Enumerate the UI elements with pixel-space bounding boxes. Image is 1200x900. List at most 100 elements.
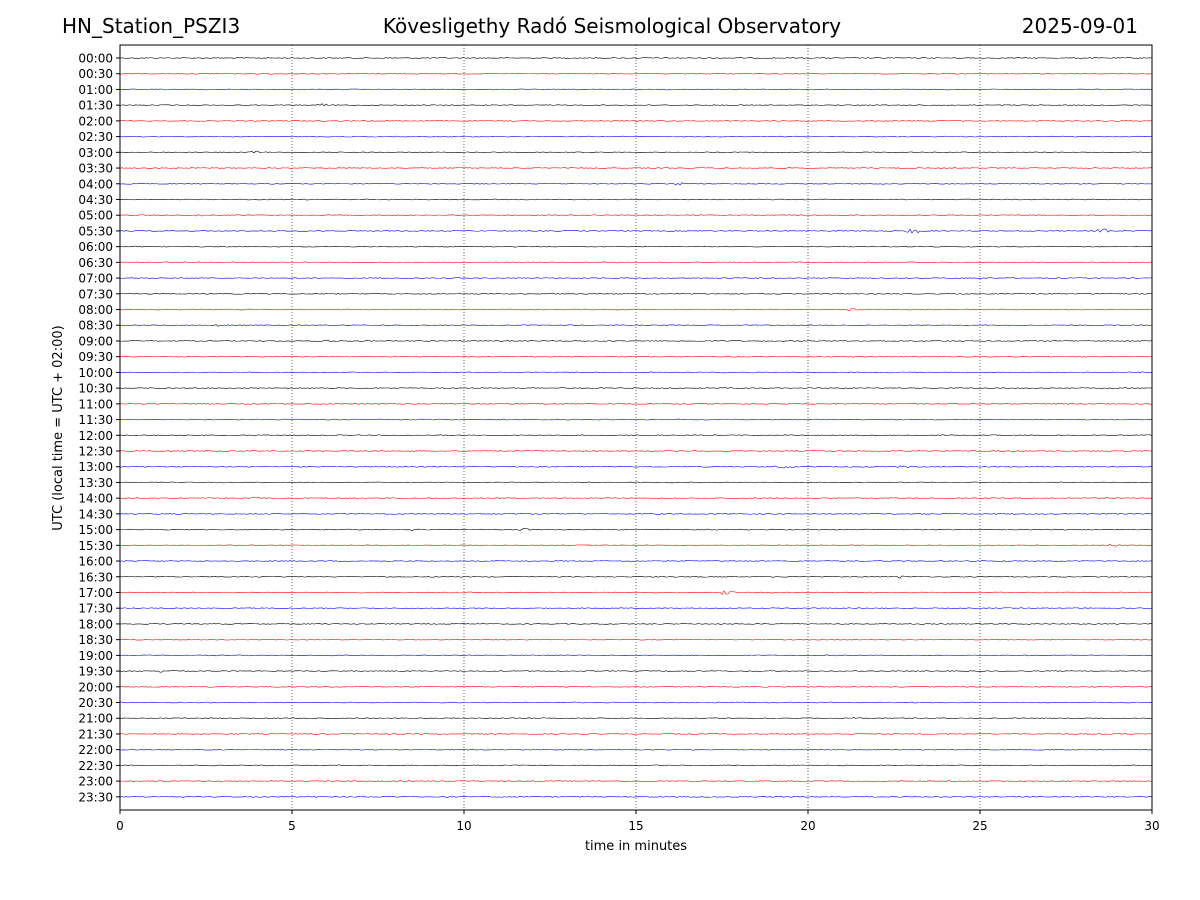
y-tick-label: 10:30 <box>78 382 113 396</box>
trace-2000 <box>119 686 1153 688</box>
y-tick-label: 00:00 <box>78 52 113 66</box>
trace-1530 <box>119 543 1153 547</box>
x-tick-label: 5 <box>288 819 296 833</box>
trace-0300 <box>119 150 1153 154</box>
x-axis-ticks: 0 5 10 15 20 25 30 <box>116 810 1160 833</box>
y-tick-label: 19:30 <box>78 665 113 679</box>
y-tick-label: 13:30 <box>78 476 113 490</box>
y-tick-label: 07:00 <box>78 272 113 286</box>
y-tick-label: 05:00 <box>78 209 113 223</box>
y-tick-label: 16:00 <box>78 555 113 569</box>
trace-1630 <box>119 575 1153 579</box>
trace-0100 <box>119 88 1153 91</box>
y-tick-label: 22:00 <box>78 743 113 757</box>
y-tick-label: 09:30 <box>78 350 113 364</box>
y-tick-label: 14:00 <box>78 492 113 506</box>
trace-2200 <box>119 748 1153 751</box>
trace-2100 <box>119 717 1153 720</box>
x-tick-label: 15 <box>628 819 643 833</box>
trace-1400 <box>119 496 1153 499</box>
trace-1930 <box>119 670 1153 673</box>
trace-lines <box>119 57 1153 798</box>
trace-0800 <box>119 307 1153 311</box>
y-axis-label: UTC (local time = UTC + 02:00) <box>51 325 66 530</box>
trace-1200 <box>119 434 1153 437</box>
trace-1030 <box>119 387 1153 389</box>
trace-0130 <box>119 103 1153 107</box>
trace-0730 <box>119 293 1153 295</box>
y-tick-label: 06:00 <box>78 240 113 254</box>
trace-0630 <box>119 261 1153 264</box>
trace-0930 <box>119 355 1153 358</box>
trace-1500 <box>119 528 1153 532</box>
y-tick-label: 04:30 <box>78 193 113 207</box>
grid-lines <box>291 45 981 810</box>
trace-1130 <box>119 418 1153 421</box>
trace-0830 <box>119 324 1153 327</box>
y-tick-label: 10:00 <box>78 366 113 380</box>
y-tick-label: 03:30 <box>78 162 113 176</box>
y-tick-label: 21:30 <box>78 727 113 741</box>
trace-1230 <box>119 450 1153 452</box>
trace-0400 <box>119 182 1153 186</box>
chart-title: Kövesligethy Radó Seismological Observat… <box>382 14 842 38</box>
y-tick-label: 02:00 <box>78 114 113 128</box>
trace-1330 <box>119 481 1153 484</box>
y-tick-label: 17:00 <box>78 586 113 600</box>
trace-1730 <box>119 607 1153 609</box>
trace-2130 <box>119 733 1153 735</box>
trace-0230 <box>119 135 1153 138</box>
x-tick-label: 25 <box>972 819 987 833</box>
y-tick-label: 03:00 <box>78 146 113 160</box>
trace-2300 <box>119 780 1153 782</box>
y-tick-label: 02:30 <box>78 130 113 144</box>
y-tick-label: 08:00 <box>78 303 113 317</box>
y-tick-label: 13:00 <box>78 460 113 474</box>
x-tick-label: 0 <box>116 819 124 833</box>
trace-1430 <box>119 513 1153 515</box>
station-label: HN_Station_PSZI3 <box>62 14 241 38</box>
y-tick-label: 18:00 <box>78 617 113 631</box>
trace-1830 <box>119 638 1153 641</box>
y-tick-label: 15:00 <box>78 523 113 537</box>
y-tick-label: 15:30 <box>78 539 113 553</box>
trace-2230 <box>119 764 1153 767</box>
trace-2030 <box>119 701 1153 704</box>
x-tick-label: 10 <box>456 819 471 833</box>
y-tick-label: 12:00 <box>78 429 113 443</box>
y-tick-label: 08:30 <box>78 319 113 333</box>
trace-0700 <box>119 277 1153 279</box>
y-tick-label: 16:30 <box>78 570 113 584</box>
y-tick-label: 11:00 <box>78 397 113 411</box>
trace-1800 <box>119 623 1153 625</box>
y-tick-label: 01:30 <box>78 99 113 113</box>
trace-0530 <box>119 228 1153 234</box>
y-tick-label: 18:30 <box>78 633 113 647</box>
y-tick-label: 01:00 <box>78 83 113 97</box>
x-axis-label: time in minutes <box>585 839 687 854</box>
y-tick-label: 11:30 <box>78 413 113 427</box>
trace-0500 <box>119 214 1153 217</box>
trace-0200 <box>119 120 1153 122</box>
y-tick-label: 00:30 <box>78 67 113 81</box>
y-tick-label: 14:30 <box>78 507 113 521</box>
trace-0900 <box>119 339 1153 343</box>
y-tick-label: 05:30 <box>78 224 113 238</box>
trace-2330 <box>119 796 1153 798</box>
x-tick-label: 30 <box>1144 819 1159 833</box>
y-tick-label: 22:30 <box>78 759 113 773</box>
y-tick-label: 04:00 <box>78 177 113 191</box>
y-tick-label: 21:00 <box>78 712 113 726</box>
y-tick-label: 20:30 <box>78 696 113 710</box>
trace-0330 <box>119 167 1153 170</box>
trace-1100 <box>119 403 1153 405</box>
y-tick-label: 12:30 <box>78 445 113 459</box>
trace-1700 <box>119 590 1153 596</box>
y-tick-label: 09:00 <box>78 334 113 348</box>
trace-1300 <box>119 465 1153 469</box>
trace-0600 <box>119 245 1153 248</box>
y-tick-label: 06:30 <box>78 256 113 270</box>
trace-0430 <box>119 198 1153 201</box>
